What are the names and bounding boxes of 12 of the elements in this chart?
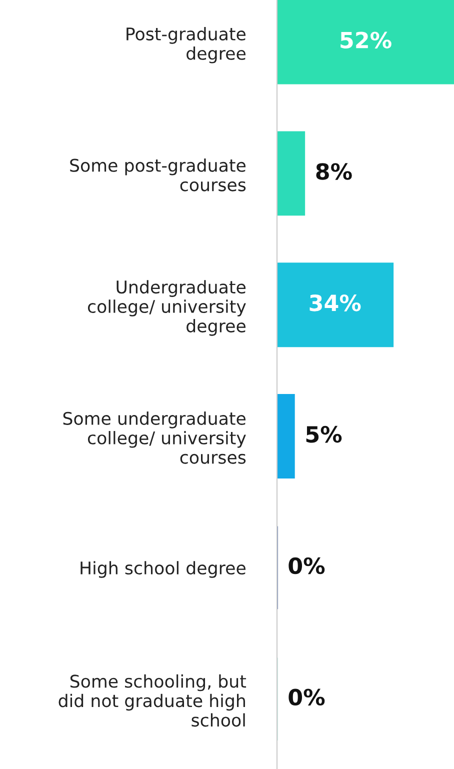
y-tick-label: Post-graduate degree xyxy=(126,27,246,64)
data-label: 5% xyxy=(306,426,342,443)
data-label: 0% xyxy=(288,557,325,574)
data-label: 0% xyxy=(288,688,325,706)
y-tick-label: Some undergraduate college/ university courses xyxy=(63,412,246,464)
y-tick-label: Undergraduate college/ university degree xyxy=(88,280,246,336)
y-tick-label: Some post-graduate courses xyxy=(70,158,246,192)
y-tick-label: Some schooling, but did not graduate high school xyxy=(58,674,246,727)
data-label: 34% xyxy=(310,294,361,312)
data-label: 8% xyxy=(316,163,352,180)
data-label: 52% xyxy=(340,32,392,48)
y-tick-label: High school degree xyxy=(80,561,246,578)
